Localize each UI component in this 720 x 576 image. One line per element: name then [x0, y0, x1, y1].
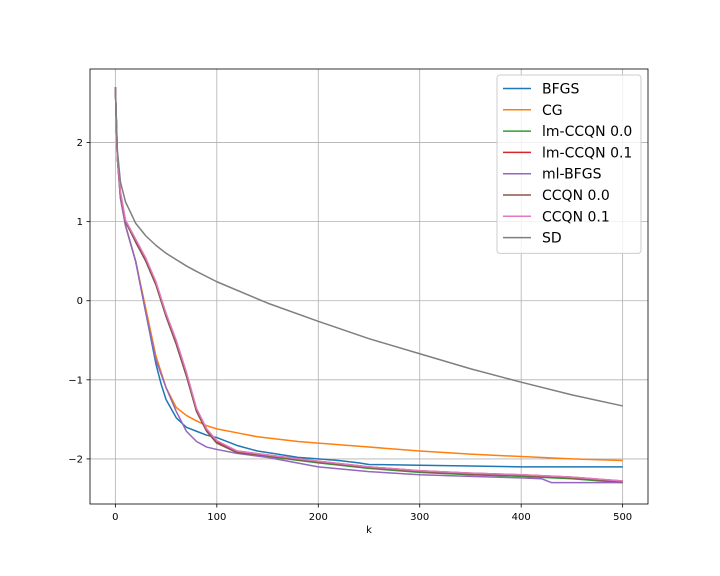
legend-label: SD — [542, 231, 562, 247]
axis-ticks: 0 100 200 300 400 500 −2 −1 0 1 2 — [68, 138, 632, 523]
series-line-5 — [114, 87, 623, 483]
series-line-4 — [114, 87, 623, 484]
x-tick-label: 200 — [309, 512, 328, 523]
legend-box — [496, 74, 642, 254]
plot-frame — [89, 68, 649, 505]
y-tick-label: −2 — [68, 454, 83, 465]
legend-label: ml-BFGS — [542, 167, 602, 183]
x-tick-label: 300 — [410, 512, 429, 523]
legend-label: CCQN 0.0 — [542, 188, 610, 204]
series-lines — [114, 87, 623, 484]
y-tick-label: 0 — [77, 296, 83, 307]
legend-label: lm-CCQN 0.1 — [542, 145, 632, 161]
x-tick-label: 100 — [207, 512, 226, 523]
legend-label: CG — [542, 103, 563, 119]
x-tick-label: 500 — [613, 512, 632, 523]
legend: BFGS CG lm-CCQN 0.0 lm-CCQN 0.1 ml-BFGS CCQN … — [496, 74, 642, 254]
x-tick-label: 0 — [112, 512, 118, 523]
series-line-6 — [114, 87, 623, 482]
y-tick-label: 2 — [77, 138, 83, 149]
legend-label: lm-CCQN 0.0 — [542, 124, 632, 140]
x-axis-label: k — [366, 525, 372, 536]
x-tick-label: 400 — [512, 512, 531, 523]
y-tick-label: −1 — [68, 375, 83, 386]
legend-label: CCQN 0.1 — [542, 209, 610, 225]
legend-label: BFGS — [542, 82, 580, 98]
series-line-7 — [114, 87, 623, 407]
y-tick-label: 1 — [77, 217, 83, 228]
